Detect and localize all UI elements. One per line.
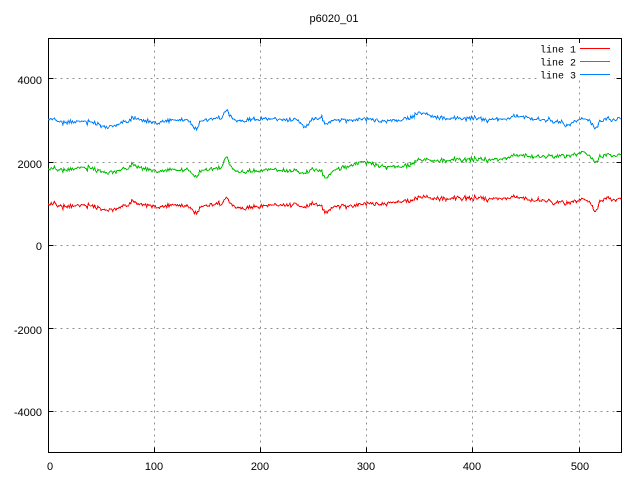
svg-text:-4000: -4000: [14, 407, 42, 419]
svg-text:line 2: line 2: [540, 58, 576, 70]
svg-text:0: 0: [47, 461, 53, 473]
svg-text:0: 0: [36, 241, 42, 253]
svg-text:2000: 2000: [18, 159, 42, 171]
svg-text:100: 100: [145, 461, 163, 473]
svg-text:line 3: line 3: [540, 71, 576, 83]
svg-text:300: 300: [357, 461, 375, 473]
svg-text:400: 400: [463, 461, 481, 473]
svg-text:p6020_01: p6020_01: [310, 13, 359, 25]
svg-text:-2000: -2000: [14, 325, 42, 337]
svg-text:4000: 4000: [18, 75, 42, 87]
svg-text:500: 500: [571, 461, 589, 473]
svg-text:line 1: line 1: [540, 45, 576, 57]
svg-text:200: 200: [251, 461, 269, 473]
